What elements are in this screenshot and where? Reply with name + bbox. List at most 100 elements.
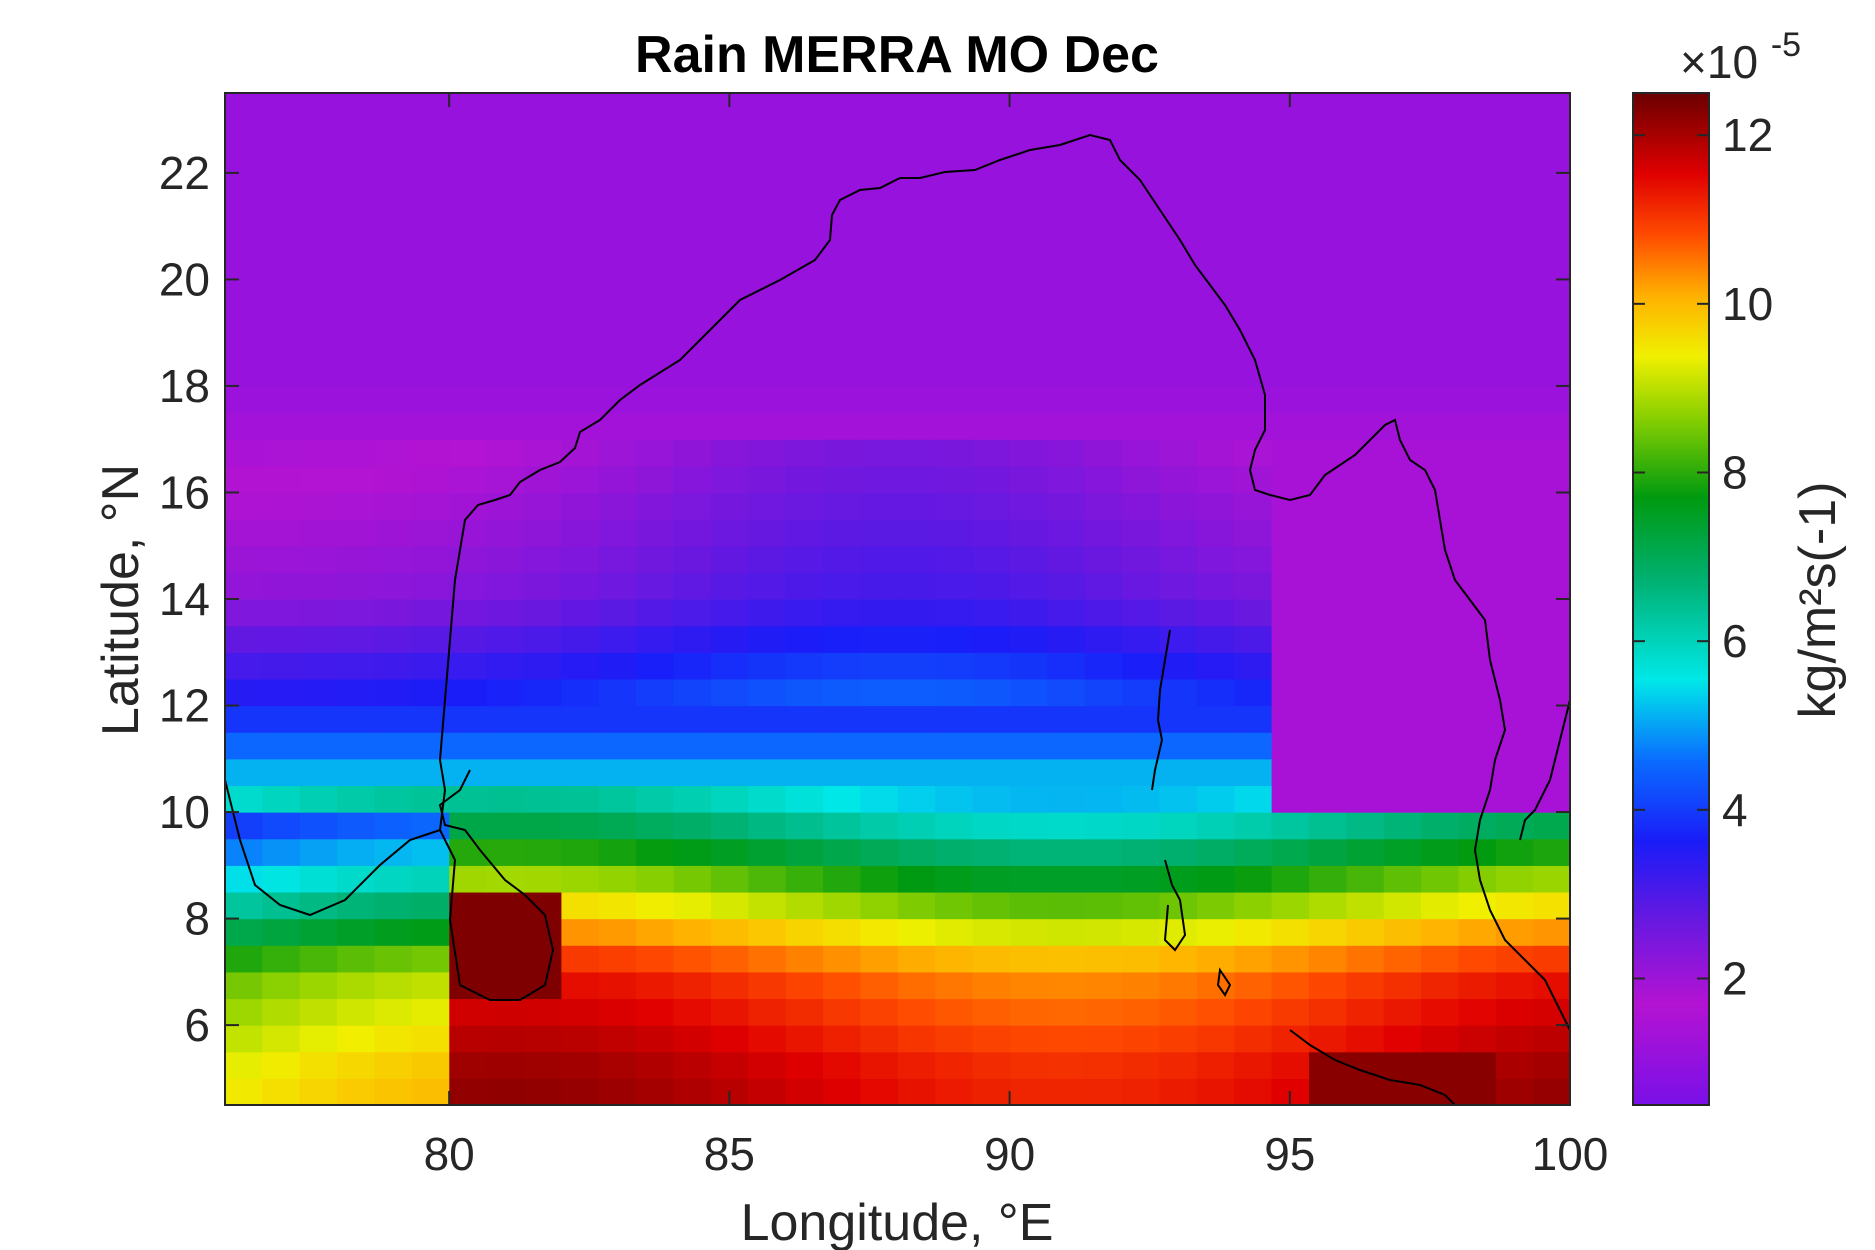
heatmap-cell (1196, 918, 1235, 946)
heatmap-cell (1159, 1025, 1198, 1053)
heatmap-cell (524, 1025, 563, 1053)
heatmap-cell (262, 492, 301, 520)
heatmap-cell (1234, 412, 1273, 440)
heatmap-cell (1458, 971, 1497, 1000)
heatmap-cell (411, 492, 450, 520)
heatmap-cell (1458, 172, 1497, 201)
heatmap-cell (1084, 678, 1123, 707)
heatmap-cell (449, 1078, 488, 1105)
heatmap-cell (1009, 971, 1048, 1000)
heatmap-cell (1009, 812, 1048, 840)
heatmap-cell (561, 252, 600, 281)
heatmap-cell (636, 865, 675, 893)
heatmap-cell (1122, 279, 1161, 307)
heatmap-cell (1309, 918, 1347, 946)
heatmap-cell (1271, 1051, 1310, 1079)
heatmap-cell (1421, 412, 1460, 440)
heatmap-cell (299, 572, 338, 600)
heatmap-cell (486, 332, 525, 360)
heatmap-cell (561, 678, 600, 707)
heatmap-cell (972, 1025, 1011, 1053)
heatmap-cell (1383, 758, 1422, 787)
heatmap-cell (337, 172, 376, 201)
heatmap-cell (225, 226, 263, 254)
y-tick-label: 12 (159, 680, 210, 732)
heatmap-cell (1084, 891, 1123, 920)
heatmap-cell (561, 785, 600, 813)
heatmap-cell (1533, 572, 1570, 600)
heatmap-cell (1383, 652, 1422, 680)
heatmap-cell (1009, 332, 1048, 360)
heatmap-cell (1421, 545, 1460, 573)
heatmap-cell (561, 359, 600, 387)
heatmap-cell (299, 652, 338, 680)
heatmap-cell (673, 545, 712, 573)
heatmap-cell (897, 332, 936, 360)
heatmap-cell (1084, 812, 1123, 840)
heatmap-cell (1383, 385, 1422, 414)
heatmap-cell (374, 439, 413, 467)
heatmap-cell (1309, 678, 1347, 707)
heatmap-cell (299, 146, 338, 174)
heatmap-cell (1533, 998, 1570, 1026)
heatmap-cell (524, 758, 563, 787)
heatmap-cell (1047, 945, 1086, 973)
heatmap-cell (374, 119, 413, 147)
heatmap-cell (1346, 812, 1385, 840)
heatmap-cell (935, 465, 974, 494)
heatmap-cell (262, 172, 301, 201)
heatmap-cell (225, 252, 263, 281)
heatmap-cell (935, 519, 974, 547)
heatmap-cell (561, 652, 600, 680)
heatmap-cell (598, 93, 637, 121)
heatmap-cell (374, 865, 413, 893)
heatmap-cell (1196, 359, 1235, 387)
heatmap-cell (524, 519, 563, 547)
heatmap-cell (1309, 306, 1347, 334)
heatmap-cell (748, 705, 787, 733)
heatmap-cell (1084, 465, 1123, 494)
heatmap-cell (486, 519, 525, 547)
y-tick-label: 14 (159, 573, 210, 625)
heatmap-cell (1122, 199, 1161, 227)
heatmap-cell (860, 918, 899, 946)
heatmap-cell (972, 252, 1011, 281)
heatmap-cell (1159, 492, 1198, 520)
heatmap-cell (823, 1051, 862, 1079)
heatmap-cell (1495, 519, 1534, 547)
heatmap-cell (636, 971, 675, 1000)
heatmap-cell (710, 758, 749, 787)
heatmap-cell (710, 412, 749, 440)
heatmap-cell (860, 226, 899, 254)
heatmap-cell (1271, 599, 1310, 627)
heatmap-cell (1122, 519, 1161, 547)
heatmap-cell (748, 945, 787, 973)
heatmap-cell (935, 306, 974, 334)
heatmap-cell (1234, 252, 1273, 281)
heatmap-cell (1309, 439, 1347, 467)
heatmap-cell (524, 1051, 563, 1079)
x-tick-label: 85 (704, 1128, 755, 1180)
heatmap-cell (860, 625, 899, 653)
heatmap-cell (860, 332, 899, 360)
heatmap-cell (860, 865, 899, 893)
heatmap-cell (1383, 785, 1422, 813)
heatmap-cell (1421, 971, 1460, 1000)
heatmap-cell (972, 945, 1011, 973)
heatmap-cell (411, 971, 450, 1000)
heatmap-cell (337, 492, 376, 520)
heatmap-cell (1009, 306, 1048, 334)
heatmap-cell (785, 599, 824, 627)
heatmap-cell (1084, 652, 1123, 680)
heatmap-cell (1084, 492, 1123, 520)
heatmap-cell (1421, 918, 1460, 946)
heatmap-cell (823, 119, 862, 147)
heatmap-cell (1309, 865, 1347, 893)
heatmap-cell (1122, 172, 1161, 201)
heatmap-cell (374, 945, 413, 973)
heatmap-cell (524, 279, 563, 307)
heatmap-cell (1495, 119, 1534, 147)
heatmap-cell (897, 599, 936, 627)
heatmap-cell (1346, 1051, 1385, 1079)
heatmap-cell (1084, 1078, 1123, 1105)
